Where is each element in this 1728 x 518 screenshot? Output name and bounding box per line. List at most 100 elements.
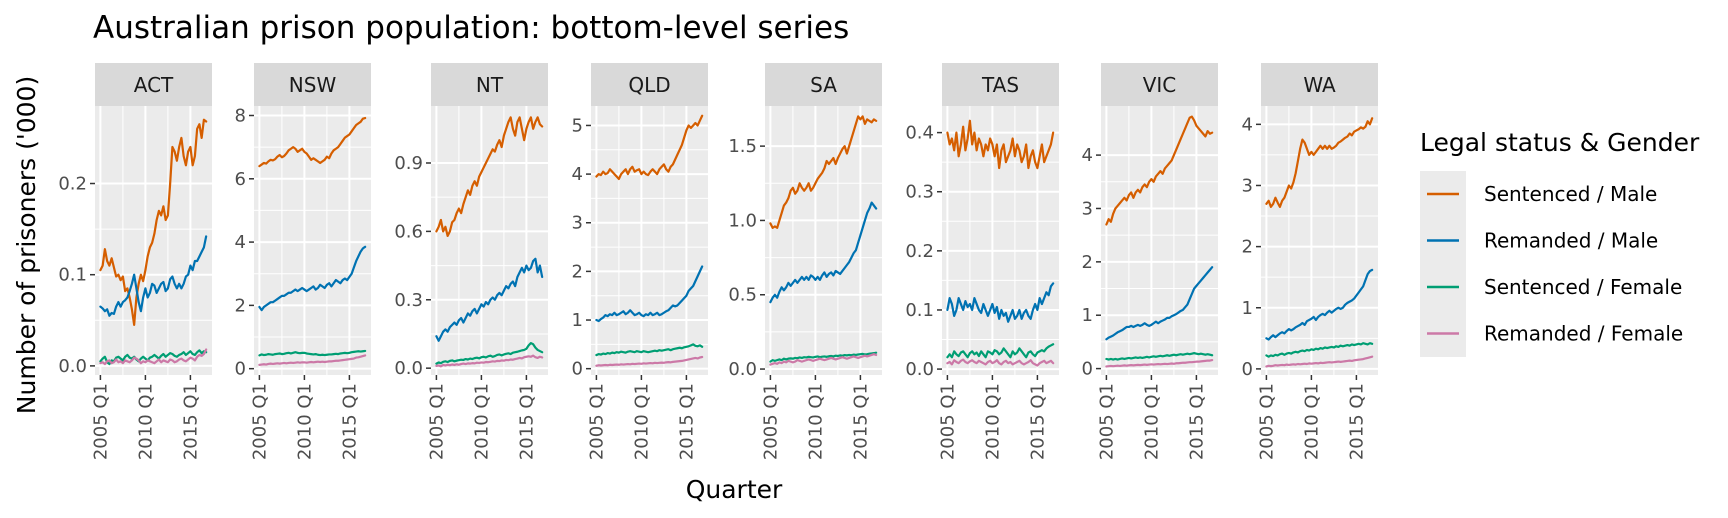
series-line-remanded-male	[769, 201, 878, 304]
legend-key-background	[1420, 171, 1466, 357]
strip-label: NSW	[289, 73, 337, 97]
x-tick-label: 2010 Q1	[1141, 383, 1162, 460]
y-tick-label: 0.9	[394, 153, 423, 174]
strip	[942, 63, 1059, 106]
x-tick-label: 2005 Q1	[249, 383, 270, 460]
series-line-remanded-female	[595, 355, 704, 367]
series-line-sentenced-male	[435, 116, 544, 238]
y-tick-label: 1	[1082, 305, 1093, 326]
panel-background	[765, 106, 882, 375]
y-tick-label: 0.0	[905, 359, 934, 380]
series-line-sentenced-male	[1265, 117, 1374, 208]
x-tick-label: 2015 Q1	[850, 383, 871, 460]
x-tick-label: 2010 Q1	[471, 383, 492, 460]
y-tick-label: 4	[572, 164, 583, 185]
x-tick-label: 2005 Q1	[426, 383, 447, 460]
y-tick-label: 2	[1242, 237, 1253, 258]
legend-items: Sentenced / Male Remanded / Male Sentenced…	[1427, 182, 1683, 346]
y-tick-label: 4	[235, 232, 246, 253]
y-tick-label: 2	[572, 261, 583, 282]
panel-background	[1101, 106, 1218, 375]
strip	[254, 63, 371, 106]
x-tick-label: 2015 Q1	[180, 383, 201, 460]
panel-act: ACT 0.0 0.1 0.2 2005 Q1 2010 Q1 2015 Q1	[58, 63, 212, 460]
y-tick-label: 0	[235, 359, 246, 380]
panel-tas: TAS 0.0 0.1 0.2 0.3 0.4 2005 Q1 2010 Q1 2015 Q1	[905, 63, 1059, 460]
series-line-remanded-male	[946, 282, 1055, 323]
series-line-sentenced-male	[595, 114, 704, 181]
strip	[431, 63, 548, 106]
x-tick-label: 2015 Q1	[339, 383, 360, 460]
x-tick-label: 2015 Q1	[676, 383, 697, 460]
x-tick-label: 2015 Q1	[516, 383, 537, 460]
chart-title: Australian prison population: bottom-lev…	[93, 10, 849, 46]
y-tick-label: 0	[572, 359, 583, 380]
y-tick-label: 0.6	[394, 221, 423, 242]
series-line-sentenced-female	[1265, 342, 1374, 358]
series-line-sentenced-male	[1105, 115, 1214, 226]
y-axis-title: Number of prisoners ('000)	[12, 76, 41, 414]
x-axis-title: Quarter	[686, 475, 783, 504]
strip-label: VIC	[1143, 73, 1177, 97]
strip-label: WA	[1303, 73, 1336, 97]
strip	[95, 63, 212, 106]
series-line-sentenced-female	[769, 351, 878, 363]
x-tick-label: 2015 Q1	[1027, 383, 1048, 460]
strip	[591, 63, 708, 106]
x-tick-label: 2015 Q1	[1346, 383, 1367, 460]
y-tick-label: 0.1	[58, 265, 87, 286]
panel-vic: VIC 0 1 2 3 4 2005 Q1 2010 Q1 2015 Q1	[1082, 63, 1218, 460]
x-tick-label: 2010 Q1	[982, 383, 1003, 460]
y-tick-label: 0	[1242, 359, 1253, 380]
x-tick-label: 2010 Q1	[631, 383, 652, 460]
panel-background	[254, 106, 371, 375]
series-line-sentenced-female	[258, 349, 367, 357]
series-line-sentenced-female	[435, 341, 544, 365]
strip	[765, 63, 882, 106]
y-tick-label: 0.0	[728, 359, 757, 380]
strip-label: ACT	[134, 73, 174, 97]
strip-label: NT	[476, 73, 504, 97]
y-tick-label: 6	[235, 169, 246, 190]
x-tick-label: 2005 Q1	[90, 383, 111, 460]
y-tick-label: 4	[1242, 114, 1253, 135]
legend-label: Remanded / Female	[1484, 322, 1683, 346]
series-line-sentenced-male	[769, 115, 878, 229]
y-tick-label: 0.3	[394, 290, 423, 311]
series-line-sentenced-male	[258, 116, 367, 168]
panel-qld: QLD 0 1 2 3 4 5 2005 Q1 2010 Q1 2015 Q1	[572, 63, 708, 460]
series-line-remanded-male	[258, 245, 367, 312]
y-tick-label: 2	[235, 295, 246, 316]
panel-background	[591, 106, 708, 375]
panel-wa: WA 0 1 2 3 4 2005 Q1 2010 Q1 2015 Q1	[1242, 63, 1378, 460]
x-tick-label: 2005 Q1	[760, 383, 781, 460]
y-tick-label: 3	[1082, 198, 1093, 219]
y-tick-label: 1	[1242, 298, 1253, 319]
legend-label: Sentenced / Male	[1484, 182, 1657, 206]
legend-title: Legal status & Gender	[1420, 128, 1700, 157]
series-line-remanded-female	[946, 358, 1055, 367]
series-line-remanded-female	[99, 348, 208, 366]
series-line-sentenced-male	[99, 118, 208, 326]
series-line-remanded-female	[1265, 355, 1374, 368]
panel-nt: NT 0.0 0.3 0.6 0.9 2005 Q1 2010 Q1 2015 Q1	[394, 63, 548, 460]
strip-label: QLD	[628, 73, 670, 97]
series-line-remanded-male	[1105, 266, 1214, 341]
x-tick-label: 2005 Q1	[1256, 383, 1277, 460]
y-tick-label: 1.0	[728, 210, 757, 231]
legend: Legal status & Gender Sentenced / Male Re…	[1420, 128, 1700, 357]
series-line-sentenced-female	[99, 349, 208, 366]
y-tick-label: 0.3	[905, 182, 934, 203]
y-tick-label: 4	[1082, 145, 1093, 166]
y-tick-label: 0.5	[728, 285, 757, 306]
y-tick-label: 3	[572, 213, 583, 234]
legend-label: Remanded / Male	[1484, 229, 1658, 253]
y-tick-label: 3	[1242, 175, 1253, 196]
y-tick-label: 0.2	[905, 241, 934, 262]
strip-label: TAS	[981, 73, 1019, 97]
y-tick-label: 0.0	[58, 356, 87, 377]
series-line-sentenced-male	[946, 119, 1055, 170]
strip	[1261, 63, 1378, 106]
y-tick-label: 0.0	[394, 358, 423, 379]
x-tick-label: 2005 Q1	[586, 383, 607, 460]
